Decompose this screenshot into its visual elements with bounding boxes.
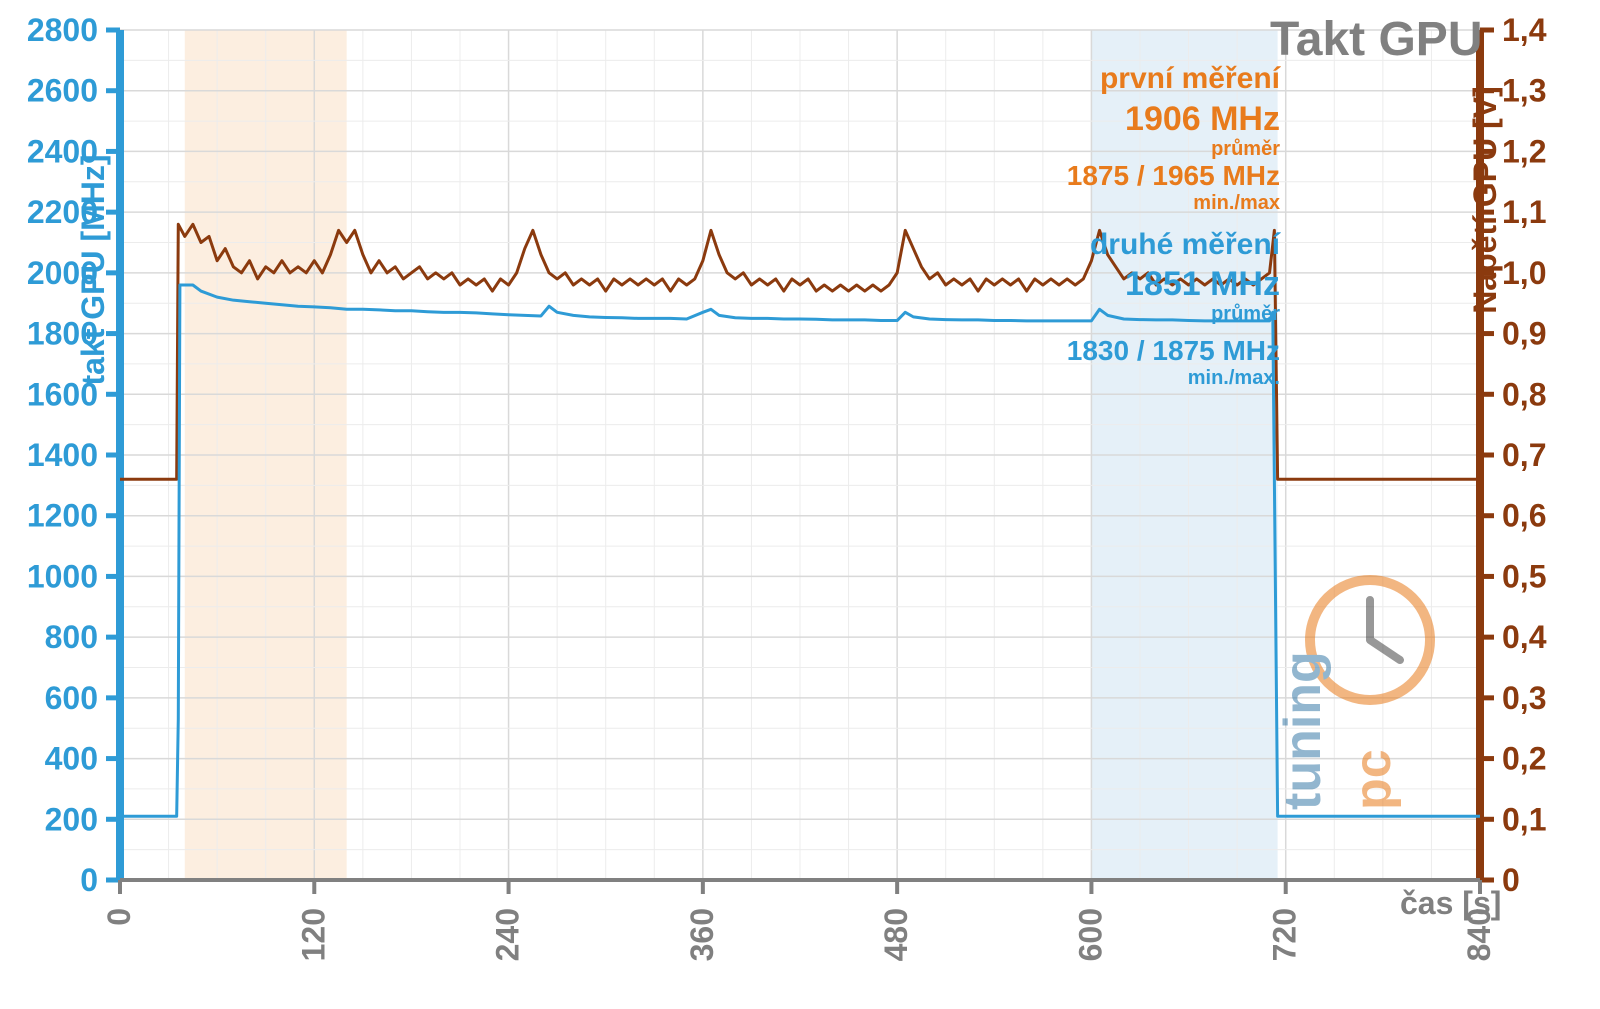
svg-text:0: 0	[80, 862, 98, 898]
m2-avg: 1851 MHz	[1125, 265, 1280, 304]
m2-minmax: 1830 / 1875 MHz	[1067, 335, 1280, 367]
svg-text:čas [s]: čas [s]	[1400, 885, 1501, 921]
svg-text:1,2: 1,2	[1502, 133, 1546, 169]
svg-text:1,0: 1,0	[1502, 255, 1546, 291]
m1-minmax: 1875 / 1965 MHz	[1067, 160, 1280, 192]
svg-text:200: 200	[45, 801, 98, 837]
gpu-clock-chart: pctuning02004006008001000120014001600180…	[0, 0, 1600, 1009]
svg-text:480: 480	[878, 908, 914, 961]
svg-text:1000: 1000	[27, 558, 98, 594]
svg-text:2600: 2600	[27, 73, 98, 109]
svg-text:800: 800	[45, 619, 98, 655]
svg-text:0,5: 0,5	[1502, 558, 1546, 594]
chart-svg: pctuning02004006008001000120014001600180…	[0, 0, 1600, 1009]
svg-text:0,4: 0,4	[1502, 619, 1547, 655]
svg-text:0,6: 0,6	[1502, 498, 1546, 534]
svg-text:0: 0	[101, 908, 137, 926]
m2-avg-sub: průměr	[1211, 303, 1280, 326]
m1-avg-sub: průměr	[1211, 138, 1280, 161]
m1-minmax-sub: min./max	[1193, 192, 1280, 215]
svg-text:240: 240	[490, 908, 526, 961]
svg-text:1,3: 1,3	[1502, 73, 1546, 109]
svg-text:0,1: 0,1	[1502, 801, 1546, 837]
svg-text:600: 600	[1072, 908, 1108, 961]
svg-text:0,9: 0,9	[1502, 316, 1546, 352]
svg-text:1200: 1200	[27, 498, 98, 534]
chart-title: Takt GPU	[1270, 12, 1482, 67]
svg-text:Napětí GPU [V]: Napětí GPU [V]	[1467, 86, 1503, 314]
m2-minmax-sub: min./max.	[1188, 367, 1280, 390]
svg-text:tuning: tuning	[1274, 651, 1332, 810]
svg-text:1,4: 1,4	[1502, 12, 1547, 48]
svg-text:0,7: 0,7	[1502, 437, 1546, 473]
svg-text:360: 360	[684, 908, 720, 961]
svg-text:400: 400	[45, 741, 98, 777]
svg-text:2800: 2800	[27, 12, 98, 48]
svg-text:120: 120	[295, 908, 331, 961]
svg-text:0,2: 0,2	[1502, 741, 1546, 777]
svg-text:pc: pc	[1344, 749, 1402, 810]
svg-text:takt GPU [MHz]: takt GPU [MHz]	[75, 154, 111, 385]
svg-text:1,1: 1,1	[1502, 194, 1546, 230]
svg-text:600: 600	[45, 680, 98, 716]
m1-avg: 1906 MHz	[1125, 100, 1280, 139]
m2-label: druhé měření	[1090, 228, 1280, 262]
svg-text:0,3: 0,3	[1502, 680, 1546, 716]
svg-text:0,8: 0,8	[1502, 376, 1546, 412]
m1-label: první měření	[1100, 62, 1280, 96]
svg-text:1400: 1400	[27, 437, 98, 473]
svg-text:720: 720	[1267, 908, 1303, 961]
svg-text:0: 0	[1502, 862, 1520, 898]
